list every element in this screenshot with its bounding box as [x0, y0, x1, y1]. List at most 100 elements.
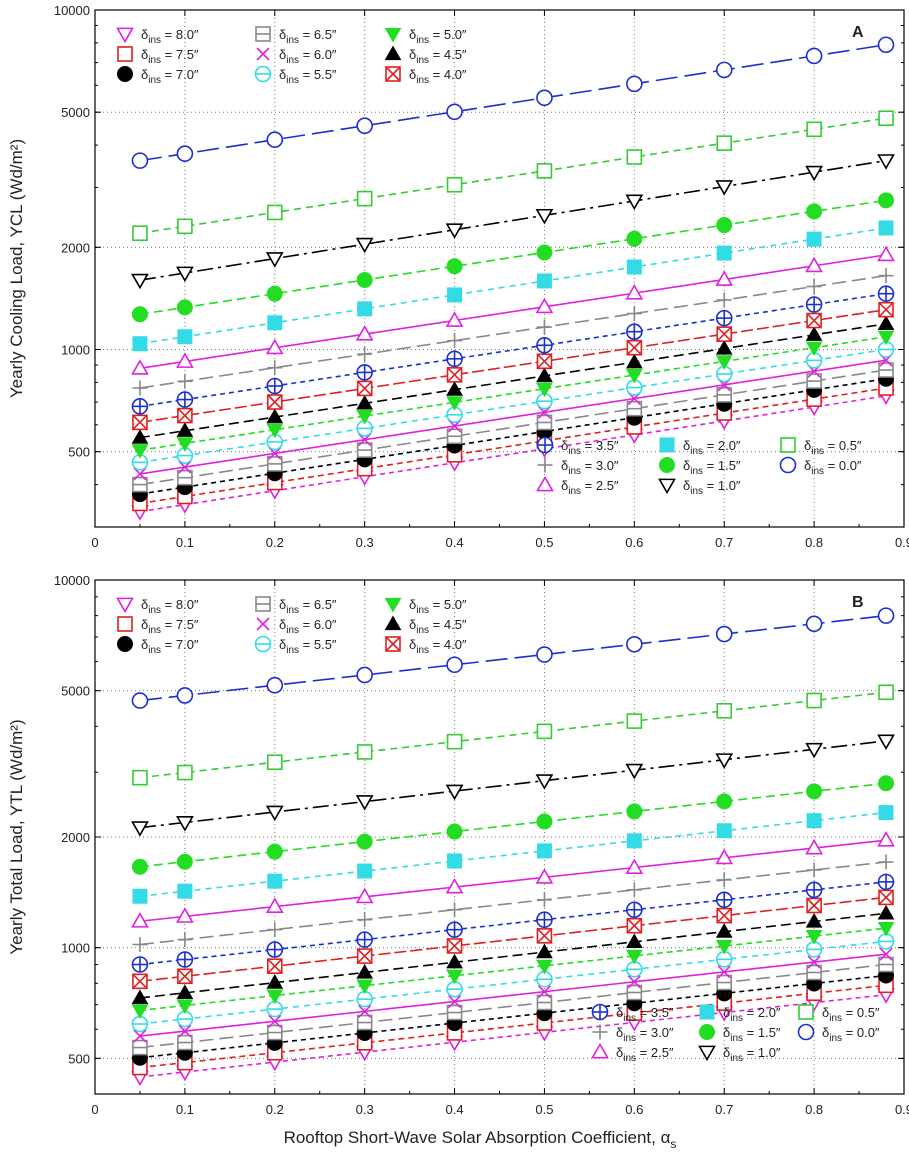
series-8-0in [131, 389, 895, 521]
data-point [446, 176, 463, 193]
x-tick-label: 0.2 [266, 1102, 284, 1117]
legend-bottom: δins = 3.5″ δins = 2.0″ δins = 0.5″δins = … [591, 1003, 880, 1064]
series-line [139, 691, 887, 779]
legend-item-2-5in: δins = 2.5″ [591, 1042, 674, 1064]
data-point [626, 917, 643, 934]
data-point [446, 367, 463, 383]
series-line [139, 359, 887, 475]
data-point [805, 341, 823, 357]
data-point [626, 75, 643, 93]
data-point [625, 194, 644, 211]
legend-marker [592, 1024, 608, 1040]
data-point [358, 1004, 372, 1018]
legend-label: δins = 0.0″ [804, 458, 862, 477]
data-point [446, 921, 463, 938]
legend-marker [779, 456, 797, 474]
series-2-5in [131, 245, 895, 375]
series-2-0in [132, 220, 894, 352]
legend-label: δins = 1.5″ [723, 1025, 781, 1044]
data-point [715, 270, 734, 286]
series-6-0in [133, 947, 893, 1043]
data-point [447, 853, 463, 869]
data-point [176, 422, 194, 437]
series-line [139, 740, 887, 829]
legend-item-6-0in: δins = 6.0″ [256, 47, 337, 66]
x-tick-label: 0.8 [805, 535, 823, 550]
legend-marker [254, 65, 272, 83]
data-point [446, 969, 463, 985]
data-point [176, 984, 194, 999]
data-point [446, 1004, 463, 1021]
data-point [536, 994, 553, 1011]
series-line [139, 974, 887, 1059]
data-point [266, 408, 284, 424]
legend-label: δins = 2.0″ [723, 1005, 781, 1024]
data-point [132, 973, 148, 990]
data-point [177, 218, 193, 235]
data-point [536, 163, 553, 179]
data-point [877, 341, 895, 358]
data-point [536, 646, 553, 663]
data-point [356, 409, 374, 425]
legend-label: δins = 3.5″ [561, 438, 619, 457]
data-point [626, 803, 643, 820]
data-point [176, 266, 194, 283]
legend-marker [384, 45, 402, 61]
data-point [131, 1015, 149, 1033]
series-line [139, 292, 887, 408]
data-point [357, 346, 373, 362]
legend-marker [780, 437, 796, 453]
legend-marker [658, 478, 676, 495]
data-point [356, 117, 373, 135]
x-tick-label: 0.4 [446, 535, 464, 550]
legend-marker [798, 1004, 814, 1020]
legend-item-1-5in: δins = 1.5″ [699, 1024, 781, 1044]
series-line [139, 993, 887, 1078]
legend-item-1-0in: δins = 1.0″ [698, 1045, 781, 1064]
y-tick-label: 500 [68, 1051, 90, 1066]
data-point [626, 984, 643, 1001]
y-tick-label: 2000 [61, 830, 90, 845]
data-point [536, 273, 552, 289]
data-point [132, 414, 148, 431]
data-point [356, 990, 373, 1008]
legend-item-4-0in: δins = 4.0″ [385, 636, 467, 656]
x-tick-label: 0.6 [625, 535, 643, 550]
data-point [626, 323, 643, 340]
legend-label: δins = 1.0″ [683, 478, 741, 497]
series-line [139, 369, 887, 486]
legend-label: δins = 2.5″ [616, 1045, 674, 1064]
data-point [446, 733, 463, 750]
series-0-5in [132, 110, 894, 242]
x-tick-label: 0.7 [715, 1102, 733, 1117]
series-6-5in [132, 956, 894, 1056]
data-point [715, 923, 733, 938]
data-point [356, 271, 373, 288]
legend-item-6-5in: δins = 6.5″ [255, 596, 337, 616]
series-3-5in [131, 285, 895, 415]
data-point [131, 359, 149, 375]
data-point [536, 813, 553, 830]
data-point [625, 933, 643, 949]
data-point [176, 999, 194, 1014]
data-point [356, 1014, 373, 1031]
data-point [877, 315, 895, 330]
data-point [626, 259, 642, 275]
data-point [356, 364, 373, 381]
data-point [877, 922, 895, 937]
series-line [139, 963, 887, 1049]
x-axis-ticks: 0 0.1 0.2 0.3 0.4 0.5 0.6 0.7 0.8 0.9 [91, 580, 909, 1117]
legend-item-3-0in: δins = 3.0″ [537, 457, 619, 477]
data-point [176, 391, 194, 408]
x-tick-label: 0.9 [895, 1102, 909, 1117]
data-point [536, 414, 553, 431]
data-point [355, 237, 374, 254]
data-point [132, 476, 148, 493]
data-point [266, 676, 284, 694]
legend-label: δins = 1.5″ [683, 458, 741, 477]
series-7-0in [131, 370, 895, 503]
data-point [265, 252, 284, 268]
data-point [267, 922, 283, 938]
data-point [716, 387, 733, 403]
legend-item-8-0in: δins = 8.0″ [116, 27, 199, 46]
